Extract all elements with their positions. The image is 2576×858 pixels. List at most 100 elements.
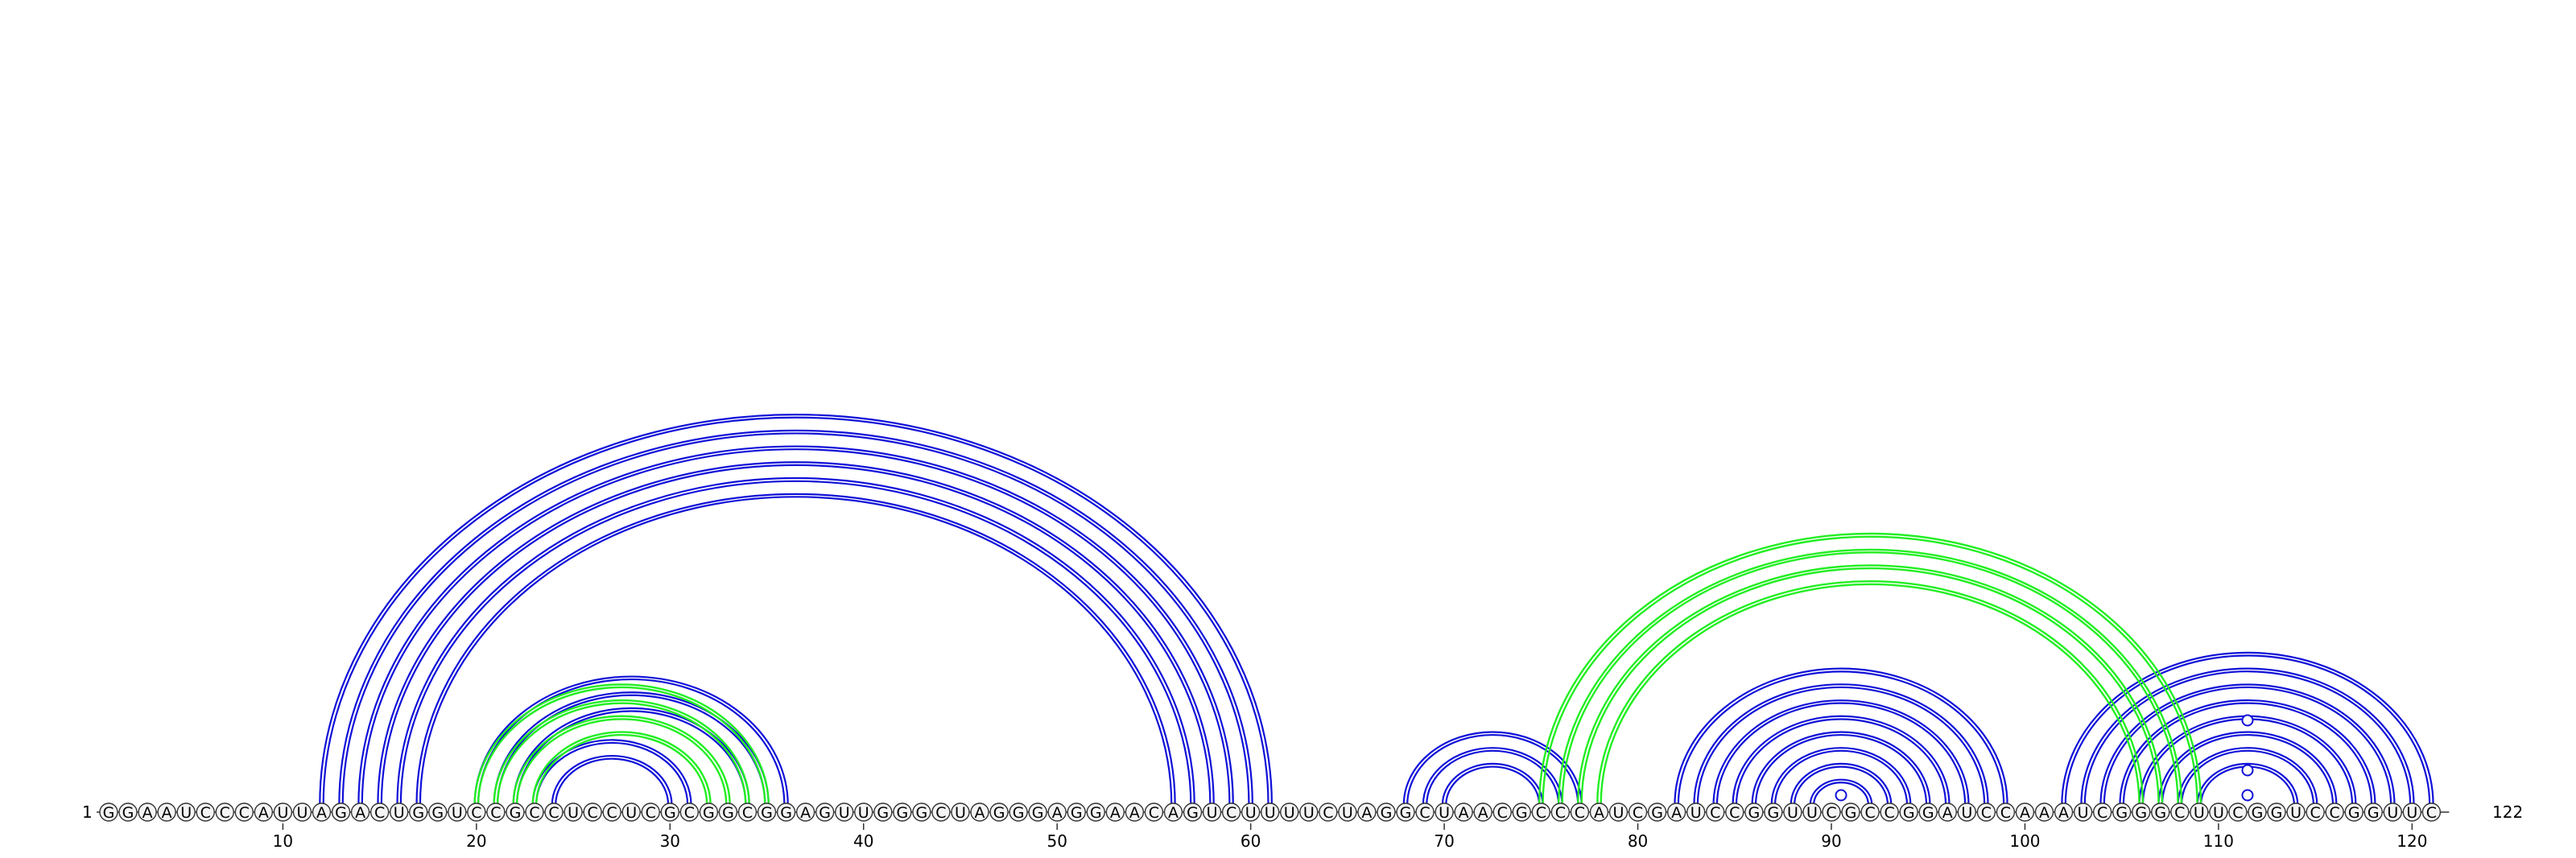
nucleotide-22: G — [506, 802, 525, 822]
nucleotide-letter: C — [2000, 804, 2011, 822]
arc-hairpin-right-2-107-116-1 — [2157, 731, 2338, 806]
nucleotide-circle — [1086, 802, 1105, 822]
nucleotide-circle — [660, 802, 680, 822]
nucleotide-letter: U — [955, 804, 966, 822]
nucleotide-letter: C — [1729, 804, 1740, 822]
nucleotide-48: G — [1009, 802, 1028, 822]
nucleotide-78: A — [1589, 802, 1609, 822]
nucleotide-letter: A — [316, 804, 327, 822]
arc-long-range-helix-13-60-0 — [343, 433, 1249, 805]
nucleotide-letter: A — [355, 804, 365, 822]
nucleotide-circle — [1125, 802, 1145, 822]
arc-hairpin-left-blue-20-36-0 — [477, 678, 786, 806]
nucleotide-letter: C — [529, 804, 539, 822]
arc-hairpin-right-1-85-96-1 — [1732, 715, 1951, 806]
nucleotide-letter: G — [819, 804, 831, 822]
nucleotide-circle — [1860, 802, 1880, 822]
nucleotide-120: U — [2402, 802, 2422, 822]
arc-hairpin-right-1-87-94-1 — [1770, 747, 1912, 806]
nucleotide-40: U — [854, 802, 873, 822]
nucleotide-circle — [699, 802, 719, 822]
loop-marker-3 — [2241, 714, 2254, 727]
nucleotide-circle — [2344, 802, 2363, 822]
nucleotide-letter: G — [780, 804, 792, 822]
nucleotide-letter: G — [993, 804, 1005, 822]
nucleotide-65: U — [1338, 802, 1357, 822]
arc-hairpin-left-blue-21-35-1 — [493, 691, 770, 806]
nucleotide-46: A — [970, 802, 989, 822]
arc-long-range-helix-14-59-1 — [357, 446, 1234, 806]
loop-markers — [1835, 714, 2254, 802]
nucleotide-letter: G — [1071, 804, 1083, 822]
arc-pseudoknot-left-green-22-33-1 — [512, 715, 731, 806]
nucleotide-letter: U — [1303, 804, 1315, 822]
arc-long-range-helix-13-60-1 — [339, 431, 1253, 805]
nucleotide-circle — [2421, 802, 2442, 822]
arc-hairpin-right-1-83-98-0 — [1696, 686, 1986, 806]
nucleotide-circle — [951, 802, 970, 822]
nucleotide-117: G — [2344, 802, 2363, 822]
nucleotide-25: U — [564, 802, 583, 822]
nucleotide-circle — [679, 802, 700, 822]
tick-label: 120 — [2396, 831, 2427, 851]
arc-hairpin-left-blue-20-36-1 — [473, 675, 789, 806]
nucleotide-letter: C — [1323, 804, 1333, 822]
nucleotide-circle — [1976, 802, 1996, 822]
nucleotide-letter: C — [646, 804, 656, 822]
nucleotide-circle — [893, 802, 912, 822]
nucleotide-letter: C — [1555, 804, 1566, 822]
nucleotide-59: C — [1221, 802, 1241, 822]
nucleotide-letter: G — [2368, 804, 2380, 822]
nucleotide-72: A — [1473, 802, 1492, 822]
nucleotide-letter: C — [1575, 804, 1585, 822]
nucleotide-letter: C — [2232, 804, 2243, 822]
nucleotide-letter: G — [1090, 804, 1102, 822]
nucleotide-circle — [254, 802, 274, 822]
nucleotide-circle — [2267, 802, 2286, 822]
nucleotide-circle — [1144, 802, 1164, 822]
nucleotide-92: C — [1860, 802, 1880, 822]
nucleotide-letter: U — [296, 804, 308, 822]
nucleotide-55: C — [1144, 802, 1164, 822]
sequence-end-label: 122 — [2492, 802, 2523, 822]
nucleotide-letter: G — [1903, 804, 1915, 822]
nucleotide-17: G — [409, 802, 428, 822]
nucleotide-letter: C — [1536, 804, 1546, 822]
nucleotide-circle — [931, 802, 951, 822]
nucleotide-letter: G — [2271, 804, 2283, 822]
nucleotide-circle — [486, 802, 506, 822]
nucleotide-letter: C — [1981, 804, 1992, 822]
nucleotide-letter: A — [1129, 804, 1140, 822]
arc-hairpin-right-2-102-121-1 — [2061, 651, 2434, 806]
nucleotide-44: C — [931, 802, 951, 822]
nucleotide-letter: G — [412, 804, 424, 822]
nucleotide-30: G — [660, 802, 680, 822]
nucleotide-circle — [369, 802, 390, 822]
nucleotide-circle — [1918, 802, 1938, 822]
nucleotide-letter: A — [1168, 804, 1179, 822]
nucleotide-7: C — [215, 802, 234, 822]
nucleotide-43: G — [912, 802, 931, 822]
nucleotide-circle — [970, 802, 989, 822]
nucleotide-23: C — [525, 802, 544, 822]
arc-pseudoknot-left-green-21-34-1 — [493, 699, 750, 806]
nucleotide-70: U — [1435, 802, 1454, 822]
arc-hairpin-right-1-89-92-1 — [1809, 778, 1873, 806]
nucleotide-letter: C — [2097, 804, 2107, 822]
nucleotide-letter: G — [916, 804, 928, 822]
nucleotide-letter: C — [220, 804, 230, 822]
nucleotide-circle — [389, 802, 409, 822]
nucleotide-circle — [2286, 802, 2306, 822]
nucleotide-94: G — [1899, 802, 1918, 822]
nucleotide-116: C — [2325, 802, 2344, 822]
arc-hairpin-right-2-109-114-1 — [2196, 763, 2299, 806]
nucleotide-34: C — [737, 802, 758, 822]
nucleotide-circle — [312, 802, 332, 822]
nucleotide-letter: U — [568, 804, 579, 822]
nucleotide-108: C — [2170, 802, 2190, 822]
arc-pseudoknot-right-green-76-108-0 — [1561, 551, 2179, 806]
nucleotide-circle — [1938, 802, 1957, 822]
nucleotide-letter: G — [877, 804, 889, 822]
nucleotide-73: C — [1492, 802, 1512, 822]
nucleotide-circle — [196, 802, 215, 822]
